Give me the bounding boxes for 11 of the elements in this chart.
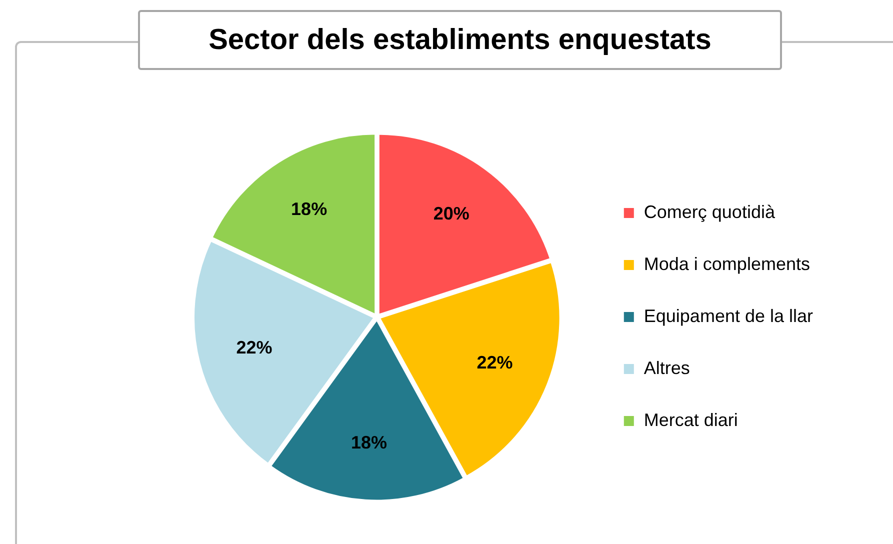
data-label: 18% bbox=[350, 432, 388, 452]
chart-title: Sector dels establiments enquestats bbox=[138, 10, 782, 70]
data-label: 22% bbox=[476, 352, 513, 373]
legend-label: Comerç quotidià bbox=[644, 202, 776, 222]
data-label: 18% bbox=[291, 198, 328, 219]
data-label: 20% bbox=[433, 203, 470, 224]
legend-label: Mercat diari bbox=[644, 410, 738, 430]
legend-label: Equipament de la llar bbox=[644, 306, 814, 326]
data-label: 22% bbox=[236, 337, 272, 358]
legend-label: Altres bbox=[644, 358, 690, 378]
legend-label: Moda i complements bbox=[644, 254, 810, 274]
